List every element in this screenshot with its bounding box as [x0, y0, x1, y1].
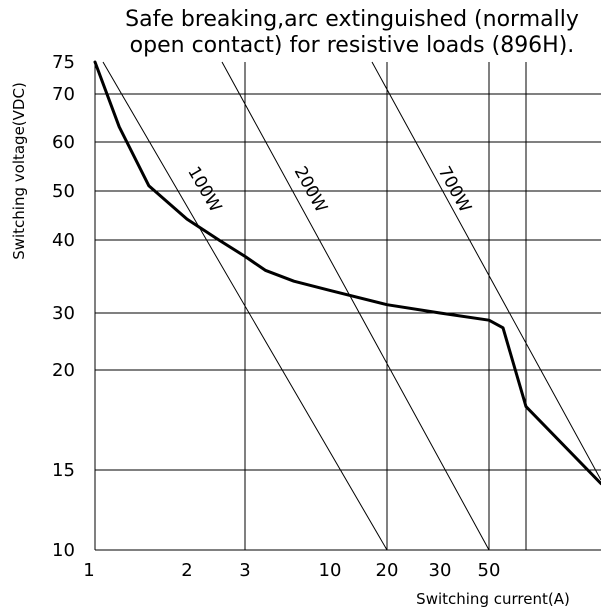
- tick-labels: 75 70 60 50 40 30 20 15 10 1 2 3 10 20 30 50: [52, 52, 500, 581]
- x-tick-label: 50: [478, 560, 501, 581]
- breaking-curve: [93, 60, 601, 486]
- x-tick-label: 10: [319, 560, 342, 581]
- power-line-700W: [371, 61, 601, 481]
- power-line-label-200W: 200W: [290, 163, 331, 216]
- curve-layer: [93, 60, 601, 486]
- x-tick-label: 1: [83, 560, 94, 581]
- y-tick-label: 10: [52, 540, 75, 561]
- grid: [94, 62, 601, 551]
- y-tick-label: 40: [52, 230, 75, 251]
- power-line-200W: [221, 61, 490, 551]
- y-axis-label: Switching voltage(VDC): [10, 82, 28, 260]
- x-axis-label: Switching current(A): [416, 590, 570, 608]
- y-tick-label: 75: [52, 52, 75, 73]
- y-tick-label: 15: [52, 460, 75, 481]
- y-tick-label: 20: [52, 360, 75, 381]
- x-tick-label: 20: [376, 560, 399, 581]
- power-line-label-100W: 100W: [183, 163, 225, 216]
- y-tick-label: 30: [52, 303, 75, 324]
- y-tick-label: 50: [52, 181, 75, 202]
- y-tick-label: 70: [52, 84, 75, 105]
- chart-title-line-1: Safe breaking,arc extinguished (normally: [125, 7, 579, 32]
- x-tick-label: 3: [239, 560, 250, 581]
- y-tick-label: 60: [52, 132, 75, 153]
- power-line-100W: [102, 61, 388, 551]
- chart-title-line-2: open contact) for resistive loads (896H)…: [130, 33, 575, 58]
- x-tick-label: 30: [429, 560, 452, 581]
- x-tick-label: 2: [181, 560, 192, 581]
- power-line-label-700W: 700W: [434, 163, 475, 216]
